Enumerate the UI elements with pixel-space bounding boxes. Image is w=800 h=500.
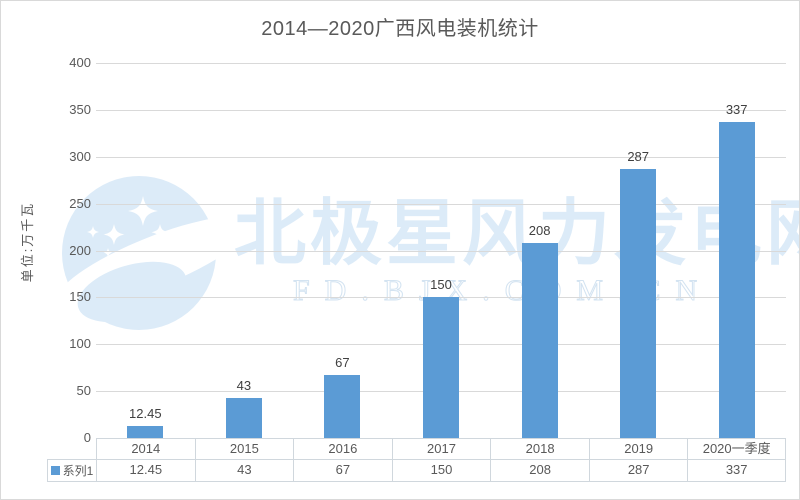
category-cell: 2015 [194, 438, 294, 460]
category-cell: 2018 [490, 438, 589, 460]
gridline [96, 156, 786, 158]
bar [127, 426, 164, 438]
value-cell: 150 [391, 459, 491, 482]
gridline [96, 109, 786, 111]
y-axis-tick-label: 250 [69, 195, 91, 211]
y-axis-tick-label: 200 [69, 242, 91, 258]
bar [423, 297, 459, 438]
gridline [96, 250, 786, 252]
category-cell: 2019 [588, 438, 688, 460]
bar-value-label: 12.45 [129, 406, 162, 422]
bar [620, 168, 657, 438]
value-cell: 287 [588, 459, 688, 482]
legend-series-label: 系列1 [62, 464, 94, 478]
chart-title: 2014—2020广西风电装机统计 [261, 18, 539, 40]
polaris-moon-stars-logo-icon [57, 176, 224, 330]
value-cell: 12.45 [96, 459, 195, 482]
watermark-main-text: 北极星风力发电网 [234, 194, 800, 274]
y-axis-tick-label: 0 [83, 430, 91, 445]
bar [225, 397, 262, 438]
y-axis-tick-label: 150 [69, 289, 91, 305]
bar [718, 122, 755, 438]
bar-value-label: 150 [430, 277, 452, 293]
data-table-value-row: 系列1 12.45 43 67 150 208 287 337 [47, 459, 786, 482]
y-axis-tick-label: 350 [69, 101, 91, 117]
gridline [96, 63, 786, 64]
bar [324, 375, 361, 438]
category-cell: 2014 [96, 438, 195, 460]
category-cell: 2020一季度 [687, 438, 786, 460]
data-table-category-row: 2014 2015 2016 2017 2018 2019 2020一季度 [96, 438, 786, 460]
category-cell: 2016 [293, 438, 392, 460]
value-cell: 67 [293, 459, 392, 482]
y-axis-tick-label: 50 [76, 383, 91, 399]
bar-value-label: 208 [528, 223, 551, 238]
value-cell: 337 [687, 459, 786, 482]
legend-cell: 系列1 [47, 459, 96, 482]
gridline [96, 203, 786, 205]
bar-value-label: 67 [335, 355, 350, 371]
value-cell: 208 [490, 459, 589, 482]
y-axis-tick-label: 100 [69, 336, 91, 352]
y-axis-tick-label: 300 [69, 148, 91, 164]
bar-value-label: 287 [627, 148, 650, 164]
category-cell: 2017 [391, 438, 491, 460]
bar-value-label: 337 [725, 102, 748, 118]
bar [521, 243, 558, 438]
legend-series-marker [50, 466, 60, 475]
y-axis-tick-label: 400 [69, 55, 91, 70]
bar-value-label: 43 [236, 377, 252, 393]
value-cell: 43 [194, 459, 294, 482]
